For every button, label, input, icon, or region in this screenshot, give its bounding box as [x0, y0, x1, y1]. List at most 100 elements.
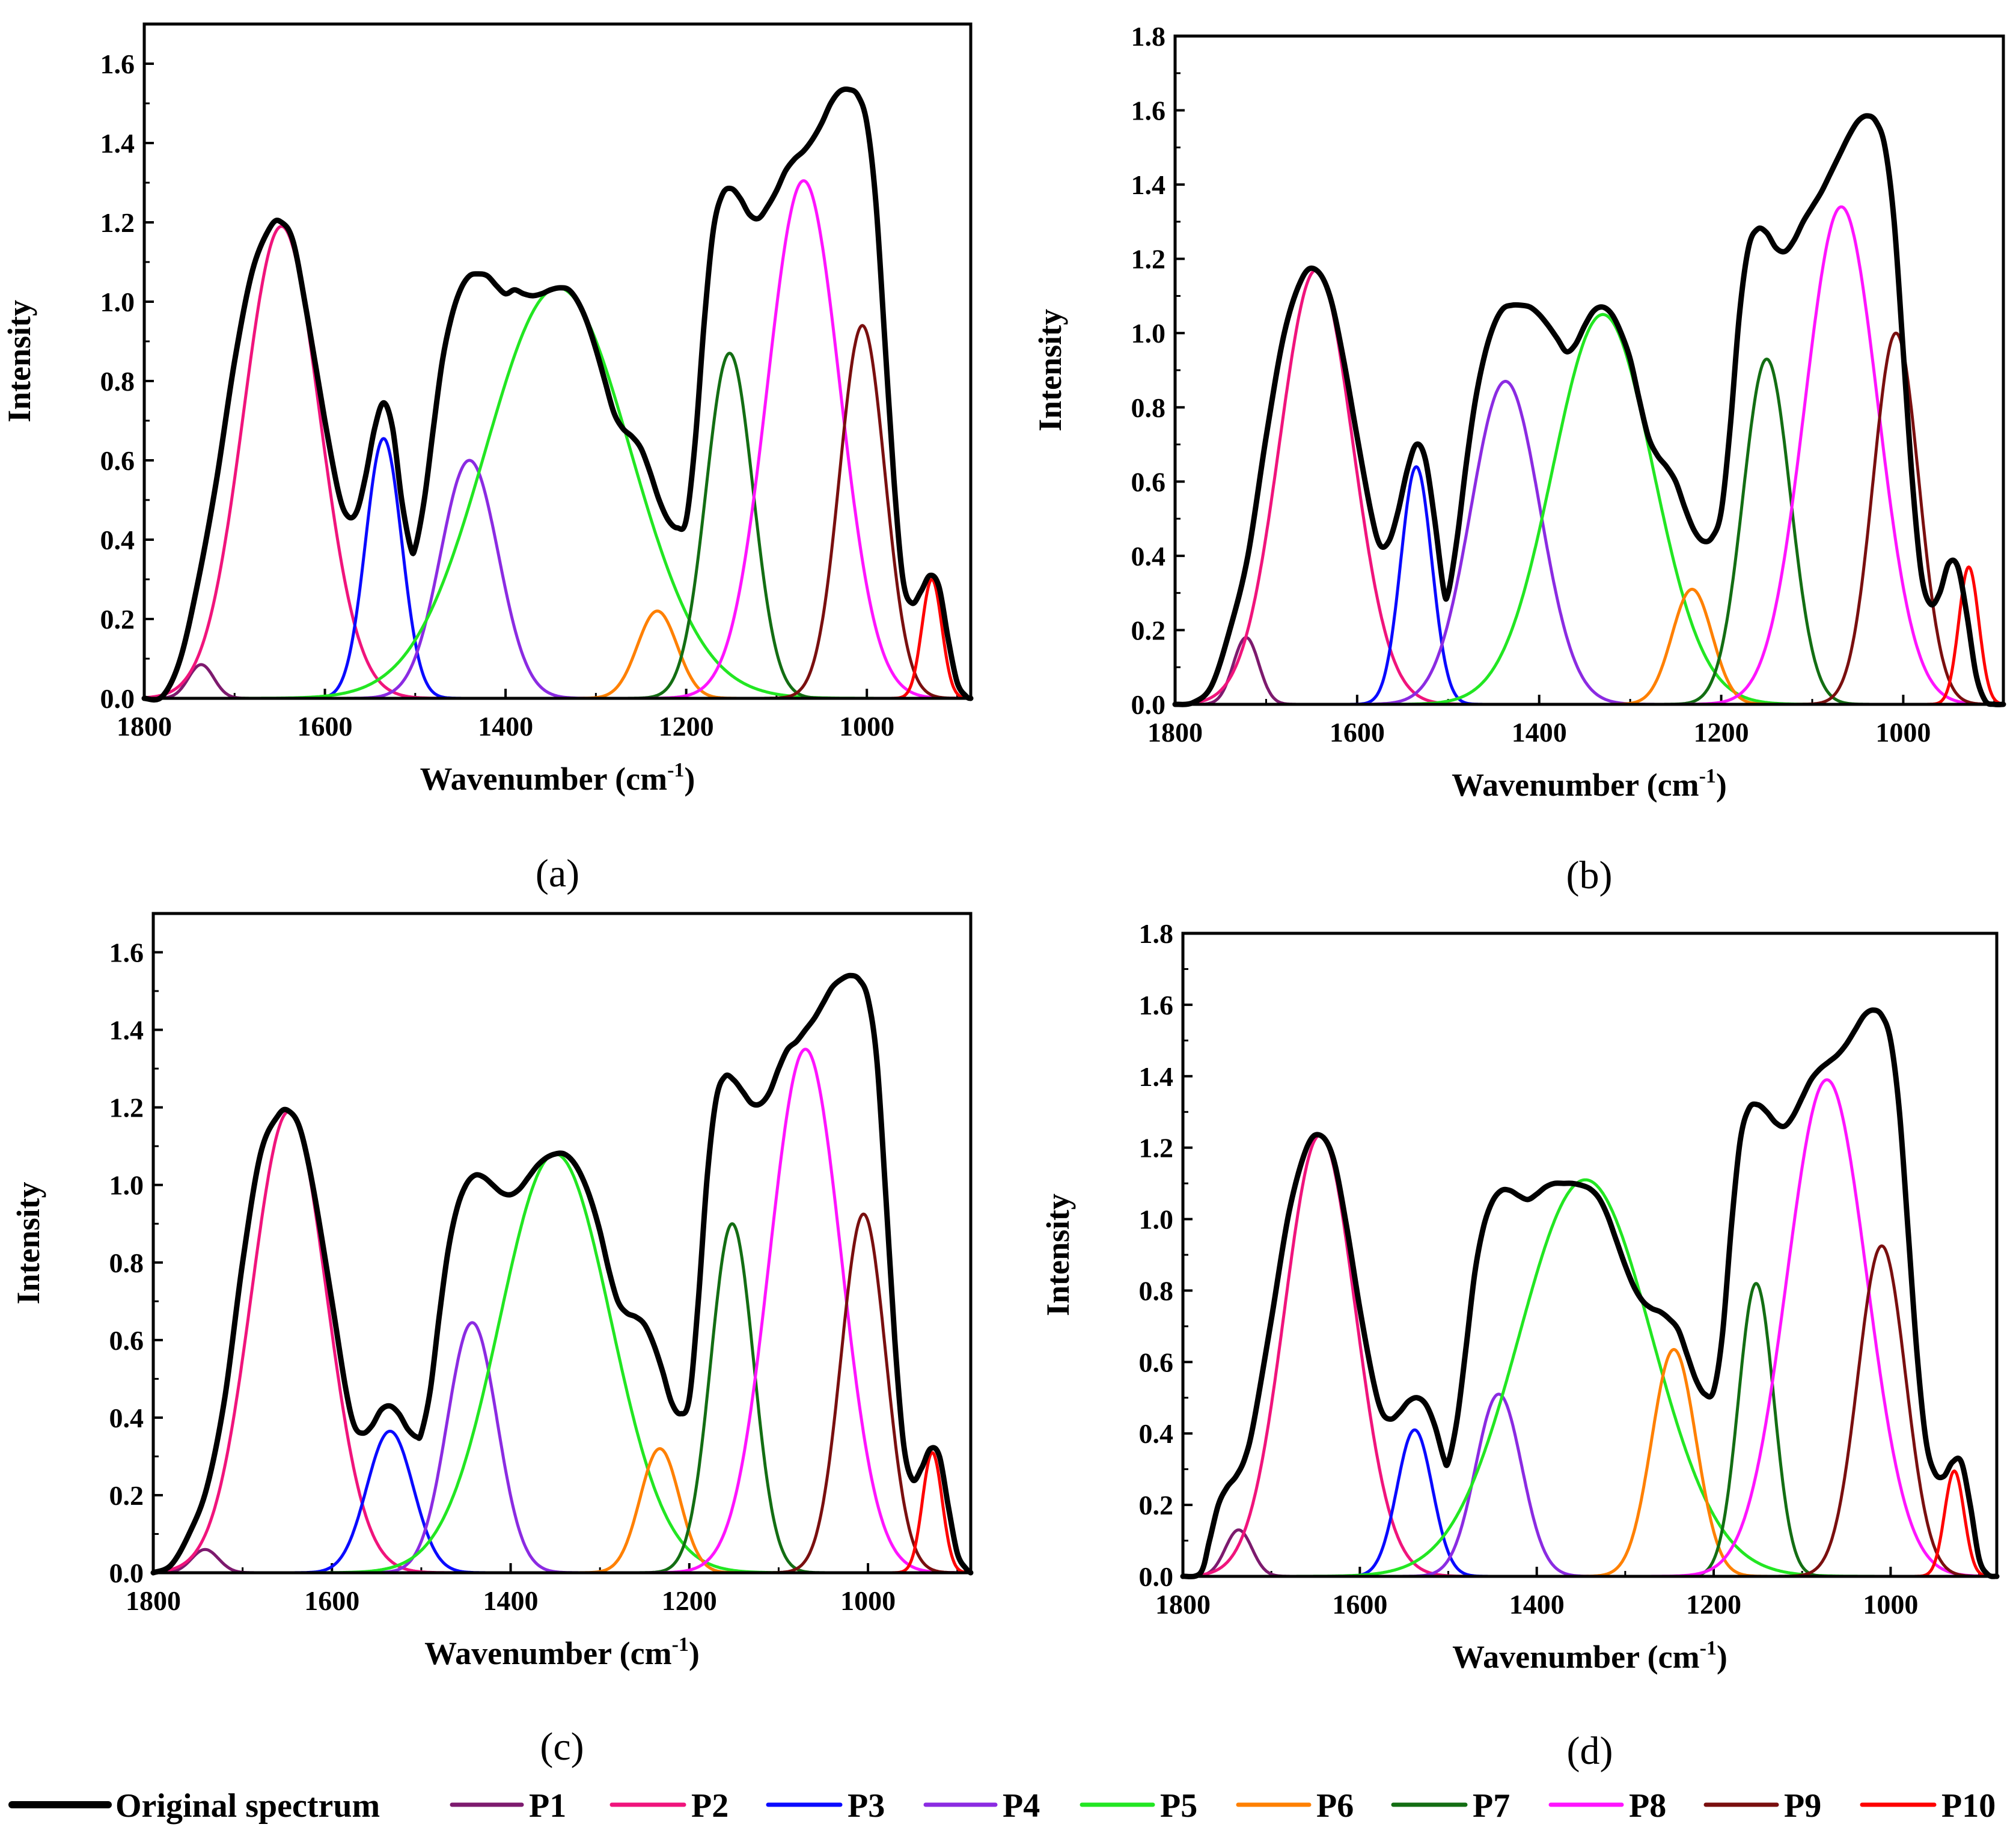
original-spectrum-line [1180, 1007, 2000, 1579]
peak-p10 [144, 578, 971, 700]
panel-label: (a) [536, 852, 579, 895]
x-axis-title-close: ) [684, 761, 695, 797]
peak-p1 [1174, 636, 2004, 706]
x-tick-label: 1200 [659, 711, 714, 742]
chart-panel-2: 0.0 0.2 0.4 0.6 0.8 1.0 1.2 1.4 1.6 1.8 1800 1600 14… [1032, 21, 2006, 897]
x-tick-label: 1200 [1686, 1589, 1741, 1620]
peak-p6 [144, 609, 971, 700]
y-tick-label: 0.6 [109, 1325, 144, 1356]
x-tick-label: 1600 [1332, 1589, 1387, 1620]
y-tick-label: 1.8 [1139, 918, 1174, 949]
y-tick-label: 1.6 [1139, 990, 1174, 1020]
original-spectrum-line [150, 972, 974, 1576]
legend-label-p8: P8 [1629, 1787, 1666, 1825]
peak-p2 [1174, 268, 2004, 706]
y-tick-label: 0.8 [1139, 1275, 1174, 1306]
x-tick-label: 1600 [304, 1585, 359, 1616]
y-tick-label: 0.6 [1131, 466, 1166, 497]
x-axis-title-main: Wavenumber (cm [420, 761, 667, 797]
legend-label-p1: P1 [529, 1787, 566, 1825]
y-tick-label: 1.6 [109, 938, 144, 968]
peak-p9 [144, 324, 971, 700]
x-tick-label: 1800 [126, 1585, 181, 1616]
x-axis-title-sup: -1 [667, 759, 684, 781]
x-axis-title-main: Wavenumber (cm [424, 1635, 671, 1671]
peak-p3 [1182, 1428, 1997, 1578]
chart-panel-4: 0.0 0.2 0.4 0.6 0.8 1.0 1.2 1.4 1.6 1.8 1800 1600 14… [1040, 918, 2000, 1773]
y-tick-label: 1.0 [100, 287, 135, 317]
peak-p1 [1182, 1528, 1997, 1578]
peak-p5 [153, 1152, 971, 1575]
x-axis-title-main: Wavenumber (cm [1452, 1639, 1699, 1675]
y-tick-label: 0.4 [100, 525, 135, 555]
peak-p9 [153, 1212, 971, 1575]
y-tick-label: 0.2 [100, 604, 135, 635]
y-tick-label: 0.2 [1131, 615, 1166, 645]
peak-p5 [1182, 1178, 1997, 1578]
peak-p4 [153, 1321, 971, 1575]
panel-label: (b) [1566, 853, 1613, 897]
y-tick-label: 0.0 [109, 1558, 144, 1588]
y-tick-label: 0.8 [109, 1248, 144, 1278]
peak-p3 [1174, 465, 2004, 706]
y-tick-label: 0.0 [100, 683, 135, 714]
x-tick-label: 1200 [662, 1585, 717, 1616]
y-axis-title: Intensity [1032, 309, 1068, 432]
y-tick-label: 1.4 [1139, 1061, 1174, 1092]
x-tick-label: 1600 [298, 711, 353, 742]
peak-p4 [144, 459, 971, 700]
legend-label-p6: P6 [1316, 1787, 1354, 1825]
peak-p8 [153, 1048, 971, 1575]
peak-p5 [144, 286, 971, 700]
x-tick-label: 1400 [1509, 1589, 1565, 1620]
legend-label-p3: P3 [848, 1787, 885, 1825]
y-tick-label: 0.4 [109, 1403, 144, 1433]
y-tick-label: 0.6 [1139, 1347, 1174, 1377]
x-axis-title: Wavenumber (cm-1) [1452, 1637, 1727, 1675]
y-tick-label: 1.2 [1131, 244, 1166, 275]
peak-p10 [1182, 1469, 1997, 1578]
x-tick-label: 1600 [1330, 717, 1385, 748]
x-axis-title-sup: -1 [672, 1633, 689, 1656]
y-tick-label: 1.4 [109, 1015, 144, 1046]
y-tick-label: 0.2 [1139, 1490, 1174, 1520]
legend-label-original: Original spectrum [115, 1787, 380, 1825]
y-axis-title: Intensity [10, 1182, 46, 1304]
x-axis-title-sup: -1 [1699, 765, 1716, 787]
original-spectrum-line [141, 86, 974, 703]
x-tick-label: 1000 [839, 711, 894, 742]
panel-label: (c) [540, 1725, 584, 1769]
plot-frame [142, 22, 973, 700]
legend-label-p9: P9 [1784, 1787, 1821, 1825]
y-tick-label: 1.2 [100, 207, 135, 238]
y-tick-label: 1.0 [1139, 1204, 1174, 1235]
peak-p2 [1182, 1133, 1997, 1578]
peak-p5 [1174, 313, 2004, 706]
chart-panel-1: 0.0 0.2 0.4 0.6 0.8 1.0 1.2 1.4 1.6 1800 1600 1400 1… [1, 22, 974, 895]
y-tick-label: 0.6 [100, 445, 135, 476]
legend-label-p5: P5 [1160, 1787, 1197, 1825]
legend: Original spectrum P1 P2 P3 P4 P5 P6 P7 P8 P9 P10 [8, 1787, 1996, 1825]
x-tick-label: 1200 [1694, 717, 1749, 748]
peak-p1 [144, 663, 971, 700]
x-axis-title: Wavenumber (cm-1) [424, 1633, 700, 1671]
y-tick-label: 1.2 [109, 1093, 144, 1123]
peak-p6 [153, 1447, 971, 1575]
y-tick-label: 1.4 [1131, 169, 1166, 200]
y-axis-title: Intensity [1, 300, 37, 422]
y-tick-label: 1.8 [1131, 21, 1166, 52]
peak-p1 [153, 1548, 971, 1575]
x-tick-label: 1400 [483, 1585, 539, 1616]
peak-p10 [1174, 565, 2004, 706]
peak-p10 [153, 1451, 971, 1575]
peak-p9 [1174, 331, 2004, 706]
y-tick-label: 0.8 [100, 366, 135, 397]
legend-label-p4: P4 [1003, 1787, 1040, 1825]
peak-p3 [144, 437, 971, 700]
peak-p2 [153, 1109, 971, 1575]
y-tick-label: 0.2 [109, 1480, 144, 1511]
chart-panel-3: 0.0 0.2 0.4 0.6 0.8 1.0 1.2 1.4 1.6 1800 1600 1400 1… [10, 912, 974, 1769]
x-tick-label: 1000 [840, 1585, 896, 1616]
y-tick-label: 1.6 [1131, 96, 1166, 126]
